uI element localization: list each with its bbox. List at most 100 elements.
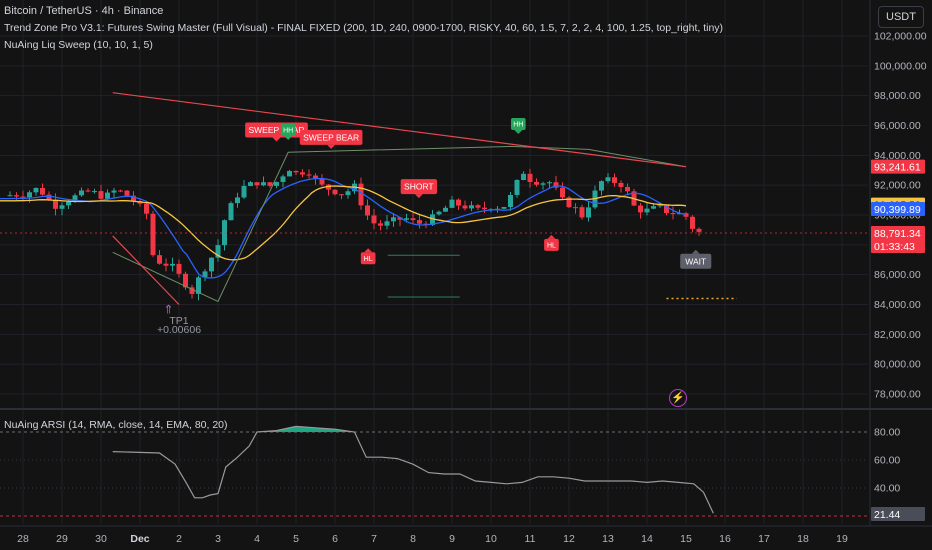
candle xyxy=(664,205,669,214)
time-tick-label: 12 xyxy=(563,533,575,545)
candle xyxy=(326,184,331,190)
annotation-label: HL xyxy=(364,256,373,263)
candle xyxy=(267,182,273,186)
osc-tick-label: 80.00 xyxy=(874,427,900,439)
candle xyxy=(332,189,338,195)
candle xyxy=(59,205,65,209)
candle xyxy=(7,195,13,197)
candle xyxy=(313,175,318,179)
indicator-trend-zone-label[interactable]: Trend Zone Pro V3.1: Futures Swing Maste… xyxy=(4,22,724,34)
candle xyxy=(131,195,136,202)
candle xyxy=(521,173,526,180)
osc-tick-label: 60.00 xyxy=(874,455,900,467)
candle xyxy=(384,221,390,226)
annotation-pointer xyxy=(547,234,556,239)
candle xyxy=(508,195,513,208)
price-badge-value: 93,241.61 xyxy=(874,162,921,174)
annotation-text: TP1 xyxy=(169,315,188,327)
candle xyxy=(157,255,162,264)
price-tick-label: 96,000.00 xyxy=(874,120,921,132)
candle xyxy=(300,172,305,175)
candle xyxy=(696,228,702,232)
candle xyxy=(85,190,91,192)
lightning-icon[interactable]: ⚡ xyxy=(669,389,687,407)
annotation-pointer xyxy=(514,130,523,135)
time-tick-label: 6 xyxy=(332,533,338,545)
candle xyxy=(40,187,45,195)
annotation-label: SWEEP BEAR xyxy=(303,132,359,142)
candle xyxy=(33,187,39,193)
candle xyxy=(20,196,26,198)
candle xyxy=(430,214,435,225)
candle xyxy=(222,220,227,246)
candle xyxy=(163,263,169,266)
candle xyxy=(53,199,58,209)
time-tick-label: 11 xyxy=(525,533,536,545)
candle xyxy=(254,182,260,186)
candle xyxy=(651,206,656,209)
price-tick-label: 86,000.00 xyxy=(874,269,921,281)
candle xyxy=(456,199,461,206)
candle xyxy=(566,197,572,208)
candle xyxy=(560,187,565,198)
annotation-pointer xyxy=(327,144,336,149)
oscillator-arsi-label[interactable]: NuAing ARSI (14, RMA, close, 14, EMA, 80… xyxy=(4,419,228,431)
candle xyxy=(280,176,286,182)
indicator-liq-sweep-label[interactable]: NuAing Liq Sweep (10, 10, 1, 5) xyxy=(4,39,153,51)
candle xyxy=(72,195,78,202)
time-tick-label: 18 xyxy=(797,533,809,545)
price-badge-value: 88,791.34 xyxy=(874,228,921,240)
osc-value-text: 21.44 xyxy=(874,509,900,521)
candle xyxy=(462,205,468,209)
candle xyxy=(677,213,682,215)
time-tick-label: 8 xyxy=(410,533,416,545)
candle xyxy=(98,191,104,199)
candle xyxy=(436,211,442,215)
candle xyxy=(599,181,604,191)
time-tick-label: 17 xyxy=(758,533,770,545)
time-tick-label: 15 xyxy=(680,533,692,545)
chart-title[interactable]: Bitcoin / TetherUS · 4h · Binance xyxy=(4,5,164,17)
candle xyxy=(540,183,546,185)
time-axis-bg xyxy=(0,526,932,550)
candle xyxy=(339,194,344,196)
candle xyxy=(657,205,663,207)
grid xyxy=(0,0,868,524)
candle xyxy=(241,185,247,198)
time-tick-label: 9 xyxy=(449,533,455,545)
trend-line-0 xyxy=(112,145,687,303)
candle xyxy=(46,194,52,200)
price-tick-label: 80,000.00 xyxy=(874,359,921,371)
candle xyxy=(371,215,377,224)
annotation-badge xyxy=(400,179,438,195)
candle xyxy=(287,170,292,177)
candle xyxy=(79,190,84,196)
annotation-badge xyxy=(544,238,559,251)
annotation-pointer xyxy=(364,248,373,253)
candle xyxy=(579,207,585,218)
candle xyxy=(215,245,221,258)
candle xyxy=(176,263,182,274)
price-tick-label: 78,000.00 xyxy=(874,389,921,401)
annotation-pointer xyxy=(272,137,281,142)
trend-line-2 xyxy=(112,235,180,305)
price-badge xyxy=(871,159,925,174)
candle xyxy=(397,217,403,220)
candle xyxy=(527,173,533,182)
candle xyxy=(92,191,97,193)
candle xyxy=(124,190,130,196)
time-tick-label: 2 xyxy=(176,533,182,545)
price-tick-label: 100,000.00 xyxy=(874,60,927,72)
annotation-badge xyxy=(360,252,376,265)
annotation-pointer xyxy=(284,135,293,140)
time-tick-label: 13 xyxy=(602,533,614,545)
time-tick-label: Dec xyxy=(130,533,149,545)
currency-selector[interactable]: USDT xyxy=(878,6,924,28)
candle xyxy=(274,181,279,186)
candle xyxy=(683,213,689,217)
price-tick-label: 84,000.00 xyxy=(874,299,921,311)
candle xyxy=(690,216,695,229)
annotation-label: SWEEP BEAR xyxy=(248,125,304,135)
annotation-text: +0.00606 xyxy=(157,324,201,336)
